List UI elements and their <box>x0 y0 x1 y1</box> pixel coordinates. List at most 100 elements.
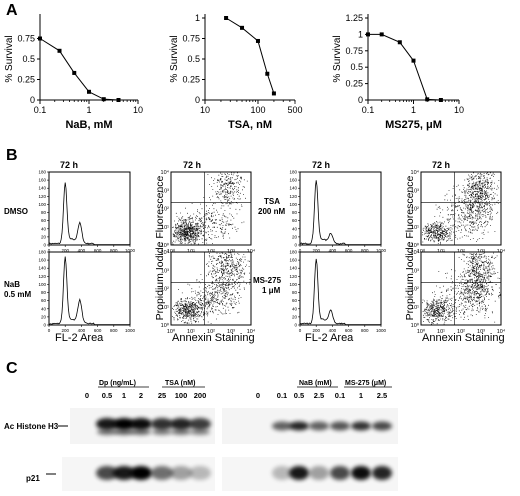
western-blot: 0 0.5 1 2 25 100 200 0 0.1 0.5 2.5 0.1 1 2.5 <box>46 386 398 491</box>
hist-y-tick: 0 <box>43 323 46 328</box>
hist-x-tick: 600 <box>345 328 353 333</box>
scatter-dots <box>422 252 501 325</box>
hist-y-tick: 160 <box>38 258 46 263</box>
p21-band <box>351 466 371 480</box>
p21-band <box>372 466 392 480</box>
hist-y-tick: 120 <box>289 274 297 279</box>
fl2-xlabel-right: FL-2 Area <box>305 332 354 344</box>
hist-y-tick: 120 <box>289 194 297 199</box>
x-tick-label: 10 <box>454 105 464 115</box>
dna-histogram-curve <box>299 258 381 325</box>
scatter-y-tick: 10³ <box>411 268 419 274</box>
lane-label-left: 0 <box>85 391 89 400</box>
scatter-x-tick: 10² <box>457 329 465 335</box>
ac-histone-band <box>189 418 211 430</box>
hist-y-tick: 20 <box>41 314 47 319</box>
dmso-label: DMSO <box>4 207 28 216</box>
fl2-xlabel-left: FL-2 Area <box>55 332 104 344</box>
hist-x-tick: 0 <box>48 328 51 333</box>
lane-label-right: 0.1 <box>335 391 345 400</box>
annexin-xlabel-left: Annexin Staining <box>172 332 255 344</box>
hist-y-tick: 40 <box>41 226 47 231</box>
hist-y-tick: 0 <box>43 243 46 248</box>
hist-y-tick: 180 <box>289 250 297 255</box>
dna-histogram-curve <box>48 182 130 245</box>
ac-histone-band-lower <box>97 429 117 435</box>
scatter-x-tick: 10⁰ <box>417 328 426 335</box>
data-point <box>116 98 121 102</box>
nab-dose-label: 0.5 mM <box>4 290 32 299</box>
nab-label: NaB <box>4 280 21 289</box>
tsa-group-label: TSA (nM) <box>165 380 196 387</box>
ac-histone-band-lower <box>152 429 172 435</box>
time-label-4: 72 h <box>432 160 451 170</box>
x-tick-label: 0.1 <box>34 105 47 115</box>
lane-label-left: 2 <box>139 391 143 400</box>
lane-label-left: 0.5 <box>102 391 112 400</box>
hist-y-tick: 60 <box>292 298 298 303</box>
panel-letter-a: A <box>6 2 18 19</box>
y-tick-label: 0.5 <box>350 62 363 72</box>
ms275-survival-chart: 0 0.25 0.5 0.75 1 1.25 0.1 1 10 MS275, μM % Surviv… <box>332 13 464 131</box>
y-tick-label: 0.25 <box>182 75 200 85</box>
hist-y-tick: 160 <box>38 178 46 183</box>
data-point <box>366 32 370 37</box>
x-tick-label: 10 <box>200 105 210 115</box>
ms275-dose-label: 1 μM <box>262 286 281 295</box>
p21-band <box>96 466 118 480</box>
dna-histogram-curve <box>48 256 130 325</box>
survival-series-line <box>39 38 119 101</box>
hist-y-tick: 40 <box>292 306 298 311</box>
hist-x-tick: 200 <box>312 248 320 253</box>
scatter-y-tick: 10² <box>411 287 419 293</box>
hist-y-tick: 80 <box>292 290 298 295</box>
scatter-y-tick: 10³ <box>161 268 169 274</box>
hist-x-tick: 800 <box>110 328 118 333</box>
scatter-dots <box>172 172 248 245</box>
scatter-y-tick: 10¹ <box>161 225 169 231</box>
ms275-label: MS-275 <box>253 276 282 285</box>
ac-histone-band <box>96 418 118 430</box>
p21-band <box>151 466 173 480</box>
x-tick-label: 10 <box>133 105 143 115</box>
scatter-y-tick: 10⁰ <box>411 322 420 329</box>
y-tick-label: 0.5 <box>187 54 200 64</box>
scatter-y-tick: 10¹ <box>161 305 169 311</box>
hist-y-tick: 180 <box>38 250 46 255</box>
scatter-dots <box>422 172 500 245</box>
hist-x-tick: 0 <box>299 248 302 253</box>
data-point <box>397 40 402 45</box>
scatter-x-tick: 10² <box>207 329 215 335</box>
hist-x-tick: 400 <box>78 328 86 333</box>
lane-label-right: 0.1 <box>277 391 287 400</box>
scatter-y-tick: 10⁴ <box>161 169 170 176</box>
nab-survival-chart: 0 0.25 0.5 0.75 0.1 1 10 NaB, mM % Survival <box>4 14 143 131</box>
x-axis-label: NaB, mM <box>65 119 112 131</box>
hist-y-tick: 40 <box>292 226 298 231</box>
ms275-group-label: MS-275 (μM) <box>345 380 387 387</box>
scatter-y-tick: 10³ <box>161 188 169 194</box>
hist-y-tick: 60 <box>41 218 47 223</box>
data-point <box>425 97 430 102</box>
hist-y-tick: 20 <box>292 314 298 319</box>
scatter-x-tick: 10¹ <box>437 329 445 335</box>
scatter-x-tick: 10⁴ <box>247 328 256 335</box>
scatter-y-tick: 10¹ <box>411 225 419 231</box>
hist-y-tick: 160 <box>289 178 297 183</box>
hist-x-tick: 200 <box>61 248 69 253</box>
scatter-y-tick: 10¹ <box>411 305 419 311</box>
p21-band <box>272 466 292 480</box>
dna-histogram-curve <box>299 180 381 245</box>
data-point <box>72 70 77 75</box>
hist-x-tick: 1000 <box>125 248 136 253</box>
hist-x-tick: 600 <box>345 248 353 253</box>
ac-histone-band <box>130 418 152 430</box>
data-point <box>224 16 229 20</box>
hist-y-tick: 120 <box>38 194 46 199</box>
annexin-xlabel-right: Annexin Staining <box>422 332 505 344</box>
hist-x-tick: 1000 <box>125 328 136 333</box>
